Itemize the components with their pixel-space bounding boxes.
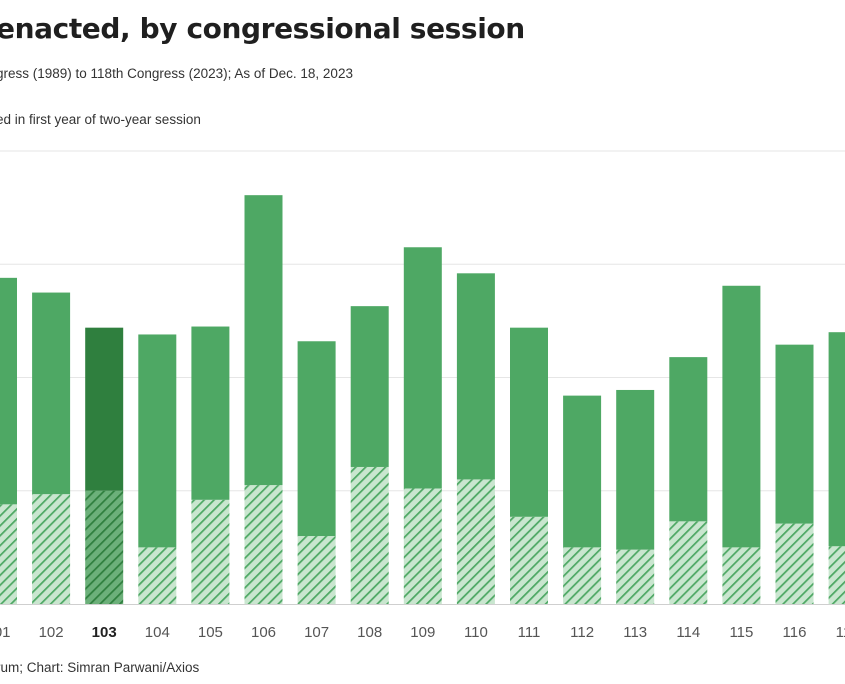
bar-group-114 <box>669 357 708 604</box>
bar-group-105 <box>191 326 230 604</box>
bar-segment-first-year <box>775 523 814 604</box>
bar-segment-first-year <box>350 466 389 604</box>
bar-group-110 <box>456 273 495 604</box>
bar-group-115 <box>722 285 761 604</box>
x-tick-label: 117 <box>836 624 845 641</box>
bar-group-103 <box>85 327 124 604</box>
x-tick-label: 101 <box>0 624 11 641</box>
bar-group-101 <box>0 277 17 604</box>
x-tick-label: 113 <box>623 624 647 641</box>
bar-group-113 <box>616 389 655 604</box>
bar-segment-first-year <box>244 485 283 604</box>
bar-segment-second-year <box>32 292 71 495</box>
bar-group-107 <box>297 341 336 604</box>
bar-segment-first-year <box>297 536 336 604</box>
x-tick-label: 112 <box>570 624 594 641</box>
bar-segment-first-year <box>0 504 17 604</box>
x-tick-label: 116 <box>783 624 807 641</box>
bar-segment-second-year <box>350 306 389 467</box>
x-tick-label: 107 <box>304 624 329 641</box>
bar-group-108 <box>350 306 389 604</box>
bar-group-112 <box>563 395 602 604</box>
bar-segment-first-year <box>616 549 655 604</box>
bar-group-117 <box>828 332 845 604</box>
bar-segment-first-year <box>85 490 124 604</box>
bar-segment-first-year <box>191 499 230 604</box>
bar-segment-first-year <box>563 547 602 604</box>
bar-segment-second-year <box>775 344 814 524</box>
bar-segment-first-year <box>828 546 845 604</box>
bar-segment-second-year <box>0 277 17 505</box>
x-tick-label: 106 <box>251 624 276 641</box>
bar-group-106 <box>244 195 283 604</box>
bar-segment-first-year <box>510 516 548 604</box>
x-tick-label: 114 <box>676 624 700 641</box>
legend-label: ed in first year of two-year session <box>0 112 201 127</box>
bar-group-102 <box>32 292 71 604</box>
bars <box>0 195 845 604</box>
chart-title: enacted, by congressional session <box>0 12 525 45</box>
x-tick-label: 102 <box>39 624 64 641</box>
bar-segment-second-year <box>191 326 230 500</box>
bar-segment-second-year <box>403 247 442 489</box>
bar-segment-second-year <box>456 273 495 480</box>
bar-segment-second-year <box>244 195 283 486</box>
bar-group-116 <box>775 344 814 604</box>
bar-segment-first-year <box>138 547 177 604</box>
bar-segment-first-year <box>722 547 761 604</box>
x-tick-label: 111 <box>518 624 541 641</box>
bar-segment-second-year <box>138 334 177 548</box>
bar-segment-first-year <box>669 521 708 604</box>
bar-segment-second-year <box>828 332 845 547</box>
x-tick-label: 103 <box>92 624 117 641</box>
x-tick-label: 115 <box>729 624 753 641</box>
bar-group-104 <box>138 334 177 604</box>
chart-subtitle: gress (1989) to 118th Congress (2023); A… <box>0 66 353 81</box>
bar-segment-second-year <box>297 341 336 537</box>
source-note: rum; Chart: Simran Parwani/Axios <box>0 660 200 675</box>
bar-group-111 <box>510 327 548 604</box>
x-tick-label: 105 <box>198 624 223 641</box>
x-tick-label: 104 <box>145 624 170 641</box>
bar-segment-second-year <box>616 389 655 550</box>
bar-segment-first-year <box>32 494 71 604</box>
bar-segment-first-year <box>403 488 442 604</box>
x-axis-ticks: 101 102 103 104 105 106 107 108 109 110 111 112 113 1… <box>0 624 845 641</box>
x-tick-label: 110 <box>464 624 488 641</box>
bar-group-109 <box>403 247 442 604</box>
bar-segment-second-year <box>85 327 124 491</box>
bar-segment-second-year <box>510 327 548 517</box>
bar-segment-second-year <box>669 357 708 522</box>
bar-segment-first-year <box>456 479 495 604</box>
bar-segment-second-year <box>722 285 761 548</box>
x-tick-label: 109 <box>410 624 435 641</box>
x-tick-label: 108 <box>357 624 382 641</box>
bar-segment-second-year <box>563 395 602 548</box>
